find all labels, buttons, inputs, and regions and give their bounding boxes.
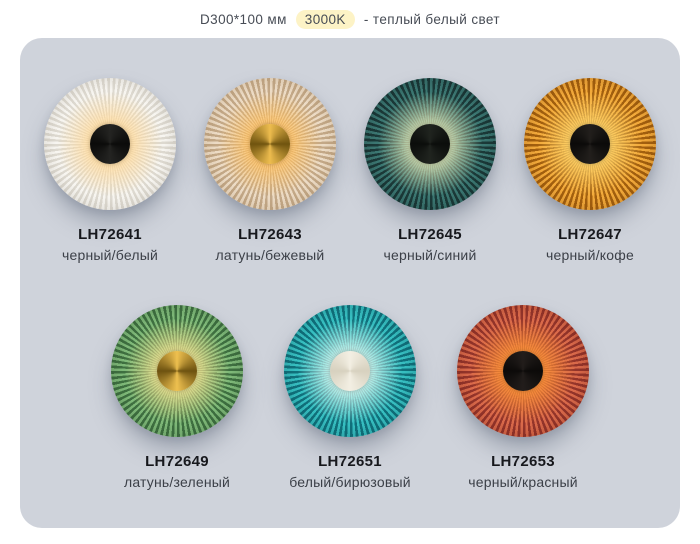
product-card-lh72651: LH72651 белый/бирюзовый — [274, 305, 426, 490]
product-caption: LH72649 латунь/зеленый — [124, 437, 230, 490]
product-model: LH72649 — [145, 453, 209, 470]
product-caption: LH72643 латунь/бежевый — [216, 210, 325, 263]
temperature-description: - теплый белый свет — [363, 11, 500, 27]
product-color-variant: черный/белый — [61, 247, 158, 263]
lamp-image — [457, 305, 589, 437]
color-temperature-badge: 3000K — [295, 9, 355, 29]
product-card-lh72649: LH72649 латунь/зеленый — [101, 305, 253, 490]
product-card-lh72643: LH72643 латунь/бежевый — [194, 78, 346, 263]
product-color-variant: черный/кофе — [546, 247, 634, 263]
product-card-lh72641: LH72641 черный/белый — [34, 78, 186, 263]
product-caption: LH72647 черный/кофе — [546, 210, 634, 263]
product-card-lh72645: LH72645 черный/синий — [354, 78, 506, 263]
lamp-center-cap — [90, 124, 130, 164]
product-color-variant: латунь/зеленый — [123, 474, 231, 490]
lamp-center-cap — [157, 351, 197, 391]
lamp-center-cap — [570, 124, 610, 164]
product-model: LH72653 — [491, 453, 555, 470]
lamp-image — [44, 78, 176, 210]
product-color-variant: черный/красный — [468, 474, 578, 490]
product-model: LH72641 — [78, 226, 142, 243]
lamp-center-cap — [250, 124, 290, 164]
product-row-1: LH72641 черный/белый LH72643 латунь/беже… — [20, 78, 680, 263]
lamp-center-cap — [503, 351, 543, 391]
lamp-image — [111, 305, 243, 437]
lamp-image — [364, 78, 496, 210]
product-model: LH72645 — [398, 226, 462, 243]
lamp-center-cap — [410, 124, 450, 164]
product-row-2: LH72649 латунь/зеленый LH72651 белый/бир… — [20, 305, 680, 490]
product-caption: LH72653 черный/красный — [468, 437, 577, 490]
lamp-image — [204, 78, 336, 210]
product-color-variant: латунь/бежевый — [215, 247, 325, 263]
product-caption: LH72651 белый/бирюзовый — [289, 437, 411, 490]
lamp-center-cap — [330, 351, 370, 391]
products-panel: LH72641 черный/белый LH72643 латунь/беже… — [20, 38, 680, 528]
product-card-lh72647: LH72647 черный/кофе — [514, 78, 666, 263]
dimensions-label: D300*100 мм — [200, 11, 287, 27]
product-model: LH72651 — [318, 453, 382, 470]
page-header: D300*100 мм 3000K - теплый белый свет — [0, 0, 700, 38]
product-model: LH72643 — [238, 226, 302, 243]
product-caption: LH72641 черный/белый — [62, 210, 158, 263]
product-card-lh72653: LH72653 черный/красный — [447, 305, 599, 490]
product-model: LH72647 — [558, 226, 622, 243]
product-color-variant: белый/бирюзовый — [289, 474, 411, 490]
lamp-image — [284, 305, 416, 437]
lamp-image — [524, 78, 656, 210]
product-caption: LH72645 черный/синий — [384, 210, 477, 263]
product-color-variant: черный/синий — [383, 247, 477, 263]
